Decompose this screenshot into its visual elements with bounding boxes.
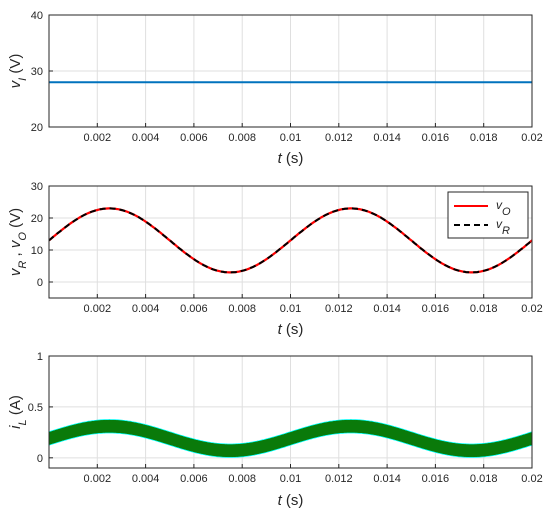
x-tick-label: 0.014 (373, 132, 401, 144)
y-tick-label: 10 (31, 245, 43, 257)
y-tick-label: 30 (31, 66, 43, 78)
label-part: i (7, 425, 24, 429)
label-part: t (278, 492, 283, 509)
subplot-inductor-current: 0.002 0.004 0.006 0.008 0.01 0.012 0.014 0.016 0… (7, 351, 543, 509)
y-tick-label: 0.5 (28, 402, 43, 414)
x-tick-label: 0.002 (84, 473, 112, 485)
x-tick-label: 0.004 (132, 303, 160, 315)
label-part: (V) (7, 54, 24, 78)
label-part: , (7, 248, 24, 261)
x-axis-label: t (s) (278, 492, 304, 509)
data-layer (49, 419, 532, 458)
y-tick-label: 40 (31, 10, 43, 22)
x-tick-label: 0.02 (521, 303, 542, 315)
label-part: t (278, 150, 283, 167)
y-tick-label: 30 (31, 181, 43, 193)
subplot-output-reference-voltage: 0.002 0.004 0.006 0.008 0.01 0.012 0.014 0.016 0… (7, 181, 543, 338)
x-tick-label: 0.008 (228, 473, 256, 485)
x-tick-label: 0.01 (280, 132, 301, 144)
y-tick-label: 0 (37, 277, 43, 289)
y-tick-label: 20 (31, 213, 43, 225)
y-tick-label: 0 (37, 453, 43, 465)
x-tick-label: 0.01 (280, 303, 301, 315)
label-part: L (17, 419, 29, 425)
x-tick-label: 0.02 (521, 132, 542, 144)
label-part: (s) (282, 492, 304, 509)
axes-box (48, 185, 533, 299)
label-part: v (496, 198, 503, 212)
x-tick-label: 0.018 (470, 303, 498, 315)
axes-box (48, 355, 533, 469)
x-tick-label: 0.014 (373, 303, 401, 315)
x-tick-label: 0.014 (373, 473, 401, 485)
x-tick-label: 0.018 (470, 473, 498, 485)
y-axis-label: vI (V) (7, 54, 29, 89)
label-part: (V) (7, 208, 24, 232)
label-part: v (7, 267, 24, 276)
x-tick-label: 0.006 (180, 132, 208, 144)
x-tick-label: 0.012 (325, 473, 353, 485)
x-tick-label: 0.016 (422, 132, 450, 144)
label-part: v (7, 239, 24, 248)
label-part: (s) (282, 321, 304, 338)
x-tick-label: 0.006 (180, 303, 208, 315)
label-part: v (7, 79, 24, 88)
x-tick-label: 0.018 (470, 132, 498, 144)
label-part: R (17, 261, 29, 269)
x-tick-label: 0.008 (228, 303, 256, 315)
x-tick-label: 0.012 (325, 132, 353, 144)
x-axis-label: t (s) (278, 321, 304, 338)
x-tick-label: 0.012 (325, 303, 353, 315)
x-tick-label: 0.004 (132, 473, 160, 485)
axes-box (48, 14, 533, 128)
label-part: O (502, 206, 511, 218)
subplot-input-voltage: 0.002 0.004 0.006 0.008 0.01 0.012 0.014 0.016 0… (7, 10, 543, 167)
legend-box (447, 191, 529, 239)
label-part: (A) (7, 395, 24, 419)
x-tick-label: 0.006 (180, 473, 208, 485)
ripple-trace (49, 420, 532, 457)
x-tick-label: 0.002 (84, 132, 112, 144)
y-axis-label: iL (A) (7, 395, 29, 429)
y-tick-label: 20 (31, 122, 43, 134)
x-tick-label: 0.004 (132, 132, 160, 144)
data-layer (49, 207, 532, 274)
legend-label: vO (496, 198, 511, 218)
legend-label: vR (496, 217, 510, 237)
x-tick-label: 0.016 (422, 473, 450, 485)
x-tick-label: 0.02 (521, 473, 542, 485)
label-part: O (17, 232, 29, 241)
label-part: I (17, 78, 29, 81)
x-tick-label: 0.002 (84, 303, 112, 315)
label-part: t (278, 321, 283, 338)
series-line-v-r (49, 207, 532, 274)
x-tick-label: 0.016 (422, 303, 450, 315)
label-part: v (496, 217, 503, 231)
label-part: (s) (282, 150, 304, 167)
y-tick-label: 1 (37, 351, 43, 363)
label-part: R (502, 225, 510, 237)
x-tick-label: 0.01 (280, 473, 301, 485)
y-axis-label: vR , vO (V) (7, 208, 29, 276)
x-axis-label: t (s) (278, 150, 304, 167)
x-tick-label: 0.008 (228, 132, 256, 144)
